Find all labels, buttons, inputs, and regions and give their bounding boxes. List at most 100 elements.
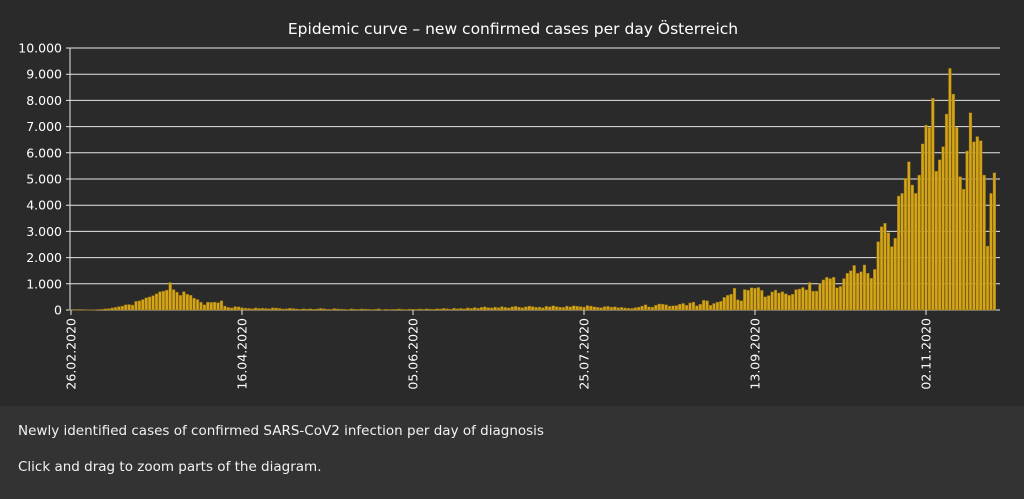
bar [671,305,675,311]
bar [767,295,771,311]
bar [825,277,829,311]
chart-title: Epidemic curve – new confirmed cases per… [288,19,738,38]
bar [602,306,607,311]
bar [346,309,350,311]
bar [705,300,709,311]
bar [141,299,145,311]
bar [387,309,391,311]
bar [876,241,880,311]
bar [667,305,672,311]
bar [264,308,268,311]
bar [852,265,856,311]
bar [178,295,183,311]
bar [951,93,955,311]
bar [384,309,388,311]
bar [260,307,265,311]
bar [989,193,993,311]
bar [811,290,815,311]
bar [301,308,306,311]
bar [500,306,504,311]
bar [944,113,949,311]
bar [756,287,761,311]
bar [527,305,531,311]
y-tick-label: 2.000 [26,250,62,265]
bar [886,232,890,311]
bar [517,306,521,311]
bar [254,307,258,311]
bar [746,289,750,311]
bar [873,269,877,311]
bar [845,273,849,311]
bar [295,308,299,311]
bar [633,307,637,311]
bar [678,304,682,311]
bar [124,304,128,311]
x-tick-label: 26.02.2020 [64,318,79,390]
bar [582,306,586,311]
bar [975,136,979,311]
bar [356,309,360,311]
bar [308,308,313,311]
bar [784,293,788,311]
bar [459,308,463,311]
bar [910,184,914,311]
bar [483,306,487,311]
bar [866,273,870,311]
bar [835,287,839,311]
bar [336,308,340,311]
bar [329,309,333,311]
bar [544,306,548,311]
bar [161,290,165,311]
bar [192,298,196,311]
bar [938,159,942,311]
bar [96,309,100,311]
bar [373,309,377,311]
bar [955,127,959,311]
bar [363,308,367,311]
bar [175,291,179,311]
bar [510,306,514,311]
bar [442,308,446,311]
bar [195,299,200,311]
bar [589,305,593,311]
bar [274,307,278,311]
bar [869,278,873,311]
bar [982,174,986,311]
y-tick-label: 5.000 [26,172,62,187]
bar [992,172,997,311]
bar [592,306,596,311]
bar [773,289,778,311]
bar [202,304,206,311]
bar [113,307,118,311]
bar [791,294,795,311]
x-axis: 26.02.2020 16.04.2020 05.06.2020 25.07.2020… [64,310,934,390]
bar [449,308,453,311]
bar [763,296,767,311]
epidemic-curve-chart[interactable]: Epidemic curve – new confirmed cases per… [0,0,1024,406]
bar [507,307,511,311]
bar [524,306,528,311]
bar [312,309,316,311]
bar [154,293,159,311]
bar [305,308,309,311]
bar [513,306,518,311]
y-axis-labels: 0 1.000 2.000 3.000 4.000 5.000 6.000 7.000 8.00… [18,41,62,318]
bar [120,305,124,311]
bar [890,246,894,311]
bar [425,308,429,311]
bar [722,297,726,311]
bar [93,309,97,311]
bar [165,289,169,311]
bar [243,307,248,311]
bar [476,307,480,311]
bar [144,297,148,311]
bar [431,309,436,311]
bar [531,306,535,311]
bar [137,300,142,311]
bar [948,68,952,311]
bar [288,307,292,311]
bar [626,307,631,311]
bar [319,308,323,311]
bar [189,295,193,311]
bar [134,301,138,311]
